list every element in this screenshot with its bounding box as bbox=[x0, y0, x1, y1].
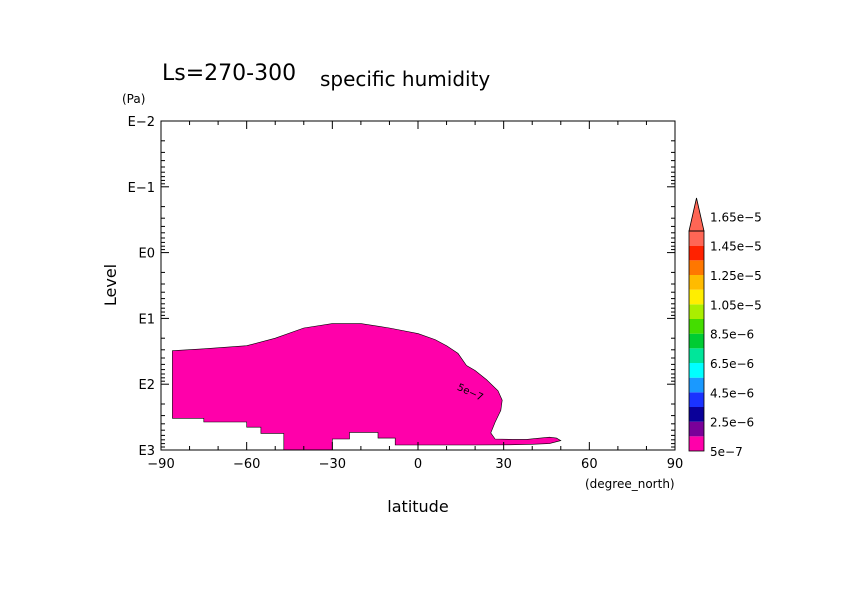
colorbar-label: 8.5e−6 bbox=[710, 328, 754, 342]
plot-area: 5e−7 bbox=[172, 323, 562, 451]
y-tick-label: E2 bbox=[139, 378, 156, 393]
y-tick-label: E1 bbox=[139, 312, 156, 327]
colorbar-swatch bbox=[689, 289, 704, 305]
colorbar-swatch bbox=[689, 275, 704, 290]
colorbar-swatch bbox=[689, 348, 704, 363]
y-tick-label: E−1 bbox=[128, 181, 155, 196]
x-tick-label: −90 bbox=[147, 457, 174, 472]
x-tick-label: −60 bbox=[233, 457, 260, 472]
colorbar-label: 5e−7 bbox=[710, 445, 743, 459]
contour-fill-region bbox=[172, 323, 562, 451]
colorbar-label: 1.25e−5 bbox=[710, 269, 762, 283]
x-tick-label: −30 bbox=[319, 457, 346, 472]
colorbar-swatch bbox=[689, 363, 704, 378]
x-tick-label: 30 bbox=[495, 457, 512, 472]
y-axis-label: Level bbox=[101, 264, 120, 306]
x-axis-unit: (degree_north) bbox=[585, 477, 675, 491]
colorbar-label: 1.65e−5 bbox=[710, 210, 762, 224]
colorbar-swatch bbox=[689, 231, 704, 246]
colorbar: 5e−7 2.5e−6 4.5e−6 6.5e−6 8.5e−6 1.05e−5 1.25e… bbox=[688, 197, 762, 459]
colorbar-swatch bbox=[689, 377, 704, 393]
y-axis-unit: (Pa) bbox=[122, 92, 145, 106]
colorbar-swatch bbox=[689, 304, 704, 319]
colorbar-swatch bbox=[689, 392, 704, 407]
colorbar-swatch bbox=[689, 436, 704, 451]
axes: −90 −60 −30 0 30 60 90 E−2 E−1 E0 E1 E2 E3 bbox=[128, 115, 684, 472]
colorbar-swatch bbox=[689, 260, 704, 275]
colorbar-label: 1.05e−5 bbox=[710, 298, 762, 312]
chart-title: Ls=270-300 specific humidity bbox=[162, 61, 490, 91]
colorbar-label: 2.5e−6 bbox=[710, 416, 754, 430]
colorbar-swatch bbox=[689, 421, 704, 437]
x-tick-label: 0 bbox=[414, 457, 422, 472]
colorbar-extend-arrow bbox=[688, 197, 705, 232]
x-axis-label: latitude bbox=[387, 497, 448, 516]
y-tick-label: E3 bbox=[139, 444, 156, 459]
y-tick-label: E−2 bbox=[128, 115, 155, 130]
colorbar-frame bbox=[688, 230, 705, 452]
chart-title-main: Ls=270-300 bbox=[162, 61, 296, 86]
colorbar-label: 6.5e−6 bbox=[710, 357, 754, 371]
colorbar-swatch bbox=[689, 319, 704, 334]
x-tick-label: 90 bbox=[667, 457, 684, 472]
chart-title-sub: specific humidity bbox=[320, 67, 490, 91]
colorbar-swatch bbox=[689, 245, 704, 261]
colorbar-swatch bbox=[689, 333, 704, 349]
y-tick-label: E0 bbox=[139, 247, 156, 262]
colorbar-label: 1.45e−5 bbox=[710, 240, 762, 254]
colorbar-label: 4.5e−6 bbox=[710, 386, 754, 400]
colorbar-swatch bbox=[689, 407, 704, 422]
x-tick-label: 60 bbox=[581, 457, 598, 472]
